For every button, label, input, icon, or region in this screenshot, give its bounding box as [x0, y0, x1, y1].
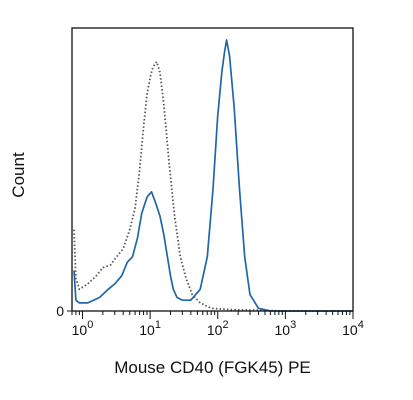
x-tick-label-1: 101 — [139, 319, 161, 338]
x-tick-label-3: 103 — [275, 319, 297, 338]
series-line-2 — [73, 39, 353, 312]
x-tick-label-0: 100 — [72, 319, 94, 338]
x-axis-ticks: 100 101 102 103 104 — [67, 310, 364, 338]
y-axis-title: Count — [9, 152, 28, 198]
plot-frame — [71, 27, 354, 312]
x-tick-label-4: 104 — [342, 319, 364, 338]
x-tick-label-2: 102 — [207, 319, 229, 338]
y-tick-label-0: 0 — [56, 303, 64, 319]
x-axis-title: Mouse CD40 (FGK45) PE — [114, 358, 311, 377]
series-line-1 — [73, 60, 353, 312]
series-layer — [73, 39, 353, 312]
